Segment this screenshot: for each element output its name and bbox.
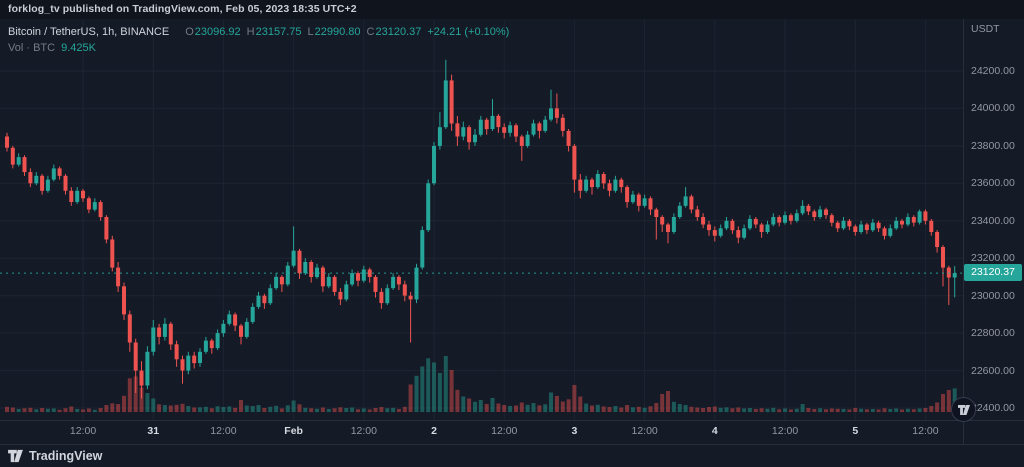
time-tick-label: 12:00 (210, 425, 237, 437)
symbol-title[interactable]: Bitcoin / TetherUS, 1h, BINANCE (8, 26, 170, 38)
legend-volume-row: Vol · BTC 9.425K (8, 40, 509, 56)
attribution-bar: forklog_tv published on TradingView.com,… (0, 0, 1024, 19)
time-tick-label: 12:00 (912, 425, 939, 437)
time-tick-label: 4 (711, 425, 718, 437)
time-tick-label: 12:00 (771, 425, 799, 437)
time-axis[interactable]: 12:00 31 12:00 Feb 12:00 2 12:00 3 12:00 4 12:00 5 1… (0, 421, 963, 444)
price-tick-label: 23200.00 (971, 252, 1015, 265)
legend-ohlc-row: Bitcoin / TetherUS, 1h, BINANCE O23096.92… (8, 24, 509, 40)
price-tick-label: 24200.00 (971, 65, 1015, 77)
attribution-text: forklog_tv published on TradingView.com,… (8, 3, 357, 15)
open-value: 23096.92 (194, 26, 241, 38)
footer-bar: TradingView (0, 444, 1024, 467)
candlestick-plot[interactable] (0, 0, 963, 444)
time-tick-label: Feb (284, 425, 303, 437)
change-value: +24.21 (+0.10%) (427, 26, 510, 38)
price-tick-label: 23000.00 (971, 289, 1015, 302)
time-tick-label: 12:00 (350, 425, 377, 437)
tradingview-brand[interactable]: TradingView (29, 449, 103, 463)
time-tick-label: 12:00 (69, 425, 97, 437)
low-label: L (307, 26, 314, 38)
time-tick-label: 12:00 (491, 425, 518, 437)
high-value: 23157.75 (255, 26, 302, 38)
close-value: 23120.37 (375, 26, 422, 38)
price-tick-label: 24000.00 (971, 102, 1015, 115)
chart-legend: Bitcoin / TetherUS, 1h, BINANCE O23096.92… (8, 24, 509, 56)
time-tick-label: 2 (431, 425, 437, 437)
tradingview-mark-icon (957, 404, 970, 415)
high-label: H (246, 26, 255, 38)
time-tick-label: 3 (571, 425, 578, 437)
price-axis[interactable]: USDT 23120.37 24200.00 24000.00 23800.00 23… (964, 19, 1024, 420)
price-tick-label: 23600.00 (971, 177, 1015, 190)
time-tick-label: 12:00 (631, 425, 658, 437)
tradingview-logo-icon[interactable] (8, 449, 23, 463)
time-axis-divider (0, 420, 1024, 421)
low-value: 22990.80 (314, 26, 361, 38)
currency-label: USDT (971, 23, 1000, 35)
time-tick-label: 5 (852, 425, 859, 437)
price-axis-divider (963, 19, 964, 444)
volume-label[interactable]: Vol · BTC (8, 42, 56, 54)
chart-pane[interactable] (0, 0, 963, 444)
open-label: O (185, 26, 194, 38)
last-price-badge: 23120.37 (964, 264, 1022, 282)
price-tick-label: 23800.00 (971, 139, 1015, 152)
price-tick-label: 23400.00 (971, 214, 1015, 227)
volume-value: 9.425K (61, 42, 96, 54)
price-tick-label: 22800.00 (971, 327, 1015, 340)
tradingview-bubble-button[interactable] (951, 397, 976, 422)
price-tick-label: 22600.00 (971, 364, 1015, 377)
close-label: C (366, 26, 375, 38)
time-tick-label: 31 (147, 425, 160, 437)
price-tick-label: 22400.00 (971, 402, 1015, 414)
